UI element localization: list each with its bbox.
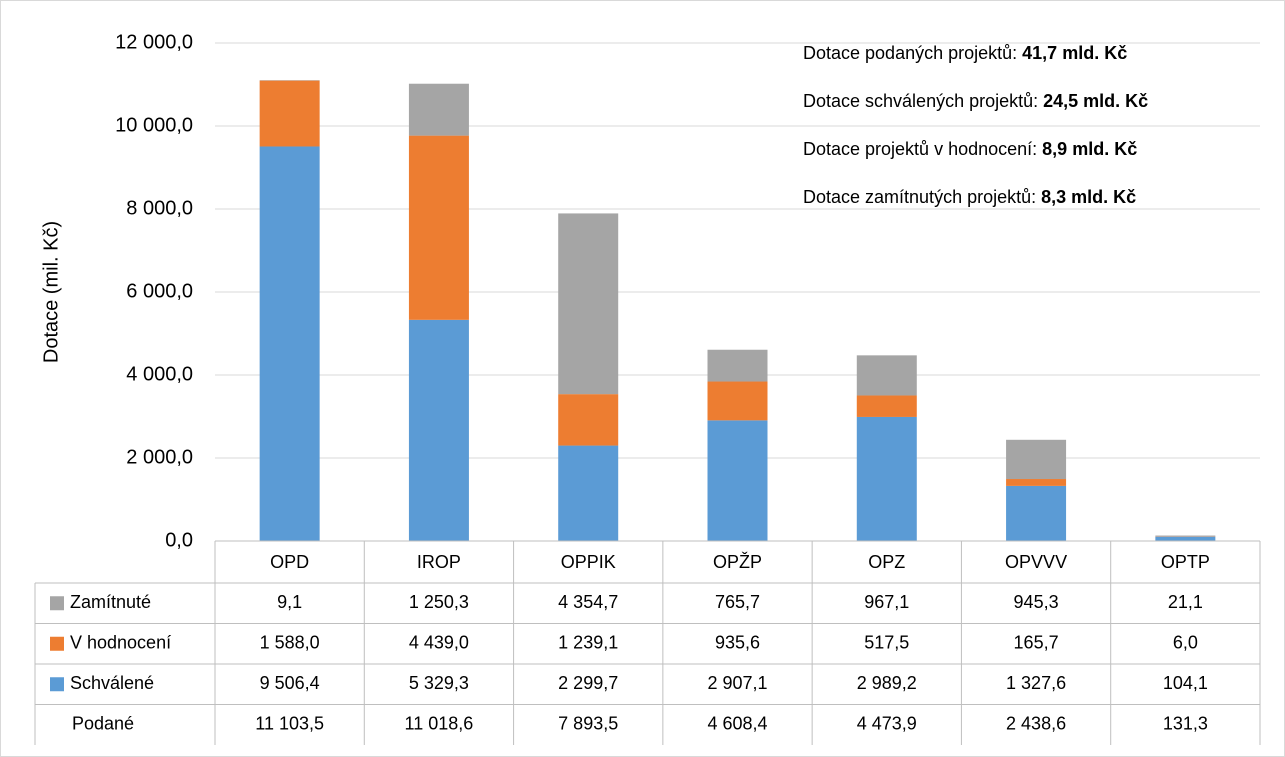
y-tick-label: 4 000,0 [126,363,193,385]
bar-segment [1006,439,1067,480]
annotation: Dotace podaných projektů: 41,7 mld. Kč [803,43,1127,63]
bar-segment [856,395,917,417]
bar-segment [1155,535,1216,537]
annotation-text: Dotace projektů v hodnocení: [803,139,1037,159]
table-value: 5 329,3 [409,673,469,693]
x-tick-label: OPZ [868,552,905,572]
table-total: 2 438,6 [1006,714,1066,734]
y-axis-label: Dotace (mil. Kč) [40,221,62,363]
annotation: Dotace projektů v hodnocení: 8,9 mld. Kč [803,139,1137,159]
bar-segment [1155,536,1216,541]
bar-segment [1006,479,1067,486]
table-total: 4 473,9 [857,714,917,734]
annotation-text: Dotace zamítnutých projektů: [803,187,1036,207]
y-tick-label: 0,0 [165,529,193,551]
bar-segment [558,213,619,395]
table-total: 11 103,5 [255,714,324,734]
table-value: 1 239,1 [558,633,618,653]
table-value: 4 354,7 [558,592,618,612]
annotation: Dotace zamítnutých projektů: 8,3 mld. Kč [803,187,1136,207]
bar-segment [259,146,320,541]
table-value: 1 588,0 [260,633,320,653]
y-tick-label: 12 000,0 [115,31,193,53]
bar-segment [558,394,619,446]
table-value: 765,7 [715,592,760,612]
y-tick-label: 2 000,0 [126,446,193,468]
annotation-bold: 24,5 mld. Kč [1043,91,1148,111]
bar-segment [707,420,768,541]
legend-label: Zamítnuté [70,592,151,612]
table-value: 4 439,0 [409,633,469,653]
legend-label: V hodnocení [70,633,171,653]
annotation-bold: 8,9 mld. Kč [1042,139,1137,159]
table-total: 11 018,6 [405,714,474,734]
bar-segment [558,445,619,541]
x-tick-label: OPD [270,552,309,572]
x-tick-label: OPTP [1161,552,1210,572]
table-value: 2 299,7 [558,673,618,693]
table-row-label: Podané [72,714,134,734]
table-value: 945,3 [1014,592,1059,612]
legend-key [50,596,64,611]
table-value: 6,0 [1173,633,1198,653]
bar-segment [856,416,917,541]
x-tick-label: OPVVV [1005,552,1067,572]
y-tick-label: 10 000,0 [115,114,193,136]
legend-key [50,636,64,651]
table-value: 165,7 [1014,633,1059,653]
x-tick-label: IROP [417,552,461,572]
legend-label: Schválené [70,673,154,693]
table-value: 935,6 [715,633,760,653]
bar-segment [707,381,768,421]
table-value: 517,5 [864,633,909,653]
table-total: 7 893,5 [558,714,618,734]
legend-key [50,677,64,692]
table-value: 9,1 [277,592,302,612]
table-value: 1 250,3 [409,592,469,612]
table-value: 21,1 [1168,592,1203,612]
x-tick-label: OPŽP [713,552,762,572]
bar-segment [408,135,469,320]
table-value: 104,1 [1163,673,1208,693]
bar-segment [856,355,917,396]
table-value: 967,1 [864,592,909,612]
y-tick-label: 6 000,0 [126,280,193,302]
table-value: 2 989,2 [857,673,917,693]
x-tick-label: OPPIK [561,552,616,572]
bar-segment [259,80,320,147]
annotation-text: Dotace podaných projektů: [803,43,1017,63]
y-tick-label: 8 000,0 [126,197,193,219]
bar-segment [408,83,469,136]
bar-segment [707,349,768,382]
table-total: 4 608,4 [707,714,767,734]
bar-segment [408,319,469,541]
table-value: 1 327,6 [1006,673,1066,693]
annotation-text: Dotace schválených projektů: [803,91,1038,111]
annotation-bold: 41,7 mld. Kč [1022,43,1127,63]
table-value: 9 506,4 [260,673,320,693]
bar-segment [1006,485,1067,541]
annotation-bold: 8,3 mld. Kč [1041,187,1136,207]
table-value: 2 907,1 [707,673,767,693]
annotation: Dotace schválených projektů: 24,5 mld. K… [803,91,1148,111]
table-total: 131,3 [1163,714,1208,734]
